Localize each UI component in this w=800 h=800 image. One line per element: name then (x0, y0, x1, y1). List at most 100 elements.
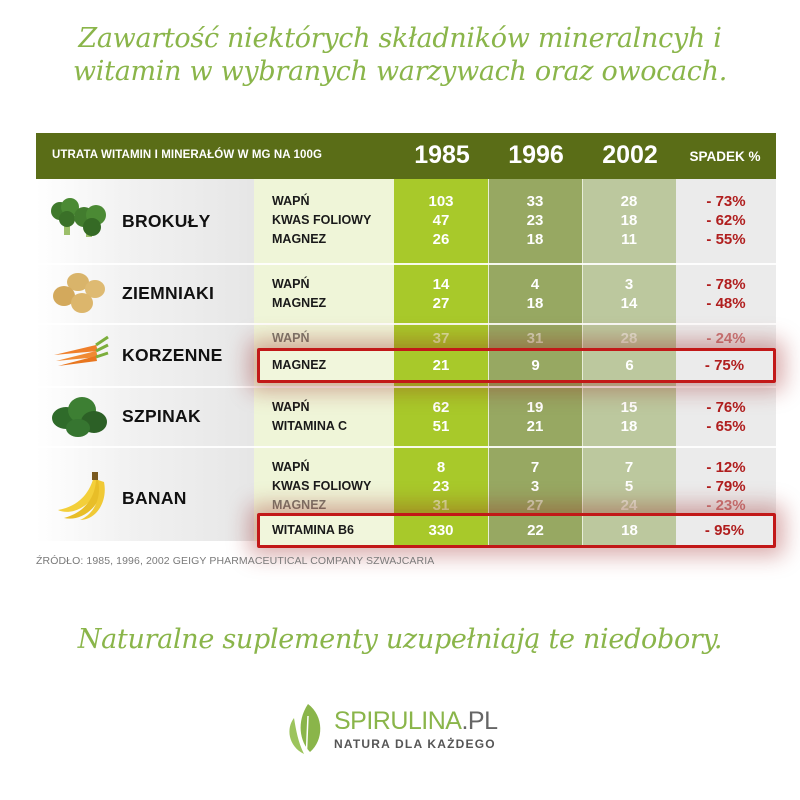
value-1996: 21 (526, 418, 544, 435)
value-1985: 51 (432, 418, 450, 435)
drop-percent: - 24% (706, 330, 746, 347)
nutrient-label: MAGNEZ (272, 498, 327, 512)
nutrient-label: KWAS FOLIOWY (272, 213, 372, 227)
nutrient-loss-table: UTRATA WITAMIN I MINERAŁÓW W MG NA 100G … (36, 133, 776, 548)
source-note: ŹRÓDŁO: 1985, 1996, 2002 GEIGY PHARMACEU… (36, 555, 435, 567)
value-1996: 18 (526, 231, 544, 248)
footer-tagline: Naturalne suplementy uzupełniają te nied… (77, 624, 723, 655)
row-divider (36, 263, 776, 265)
drop-percent: - 95% (676, 516, 773, 545)
nutrient-label: WAPŃ (272, 400, 310, 414)
value-2002: 3 (624, 276, 634, 293)
value-1996: 23 (526, 212, 544, 229)
value-1996: 4 (530, 276, 540, 293)
header-label: UTRATA WITAMIN I MINERAŁÓW W MG NA 100G (52, 149, 323, 161)
value-2002: 28 (620, 330, 638, 347)
value-2002: 11 (621, 231, 637, 248)
nutrient-label: MAGNEZ (260, 351, 394, 380)
title-line-1: Zawartość niektórych składników mineraln… (78, 23, 722, 54)
nutrient-label: KWAS FOLIOWY (272, 479, 372, 493)
potato-icon (53, 273, 105, 313)
drop-percent: - 79% (706, 478, 746, 495)
nutrient-label: WAPŃ (272, 277, 310, 291)
value-1985: 14 (432, 276, 450, 293)
drop-percent: - 76% (706, 399, 746, 416)
nutrient-label: WAPŃ (272, 331, 310, 345)
value-1996: 22 (488, 516, 582, 545)
nutrient-label: WAPŃ (272, 194, 310, 208)
product-name: KORZENNE (122, 345, 223, 365)
spirulina-logo: SPIRULINA.PL NATURA DLA KAŻDEGO (284, 702, 524, 763)
value-1985: 8 (436, 459, 446, 476)
row-divider (36, 446, 776, 448)
value-1985: 21 (394, 351, 488, 380)
value-2002: 7 (624, 459, 634, 476)
drop-percent: - 55% (706, 231, 746, 248)
nutrient-label: WITAMINA C (272, 419, 347, 433)
value-2002: 18 (620, 212, 638, 229)
value-1985: 103 (428, 193, 454, 210)
value-1996: 7 (530, 459, 540, 476)
banana-icon (58, 472, 105, 520)
header-year-1996: 1996 (508, 141, 564, 169)
value-1985: 37 (432, 330, 450, 347)
table-row-brokuly: BROKUŁY WAPŃ KWAS FOLIOWY MAGNEZ 103 47 … (36, 179, 776, 263)
drop-percent: - 75% (676, 351, 773, 380)
value-1985: 47 (432, 212, 450, 229)
drop-percent: - 62% (706, 212, 746, 229)
value-2002: 24 (620, 497, 638, 514)
logo-slogan: NATURA DLA KAŻDEGO (334, 737, 496, 751)
drop-percent: - 73% (706, 193, 746, 210)
product-name: BROKUŁY (122, 211, 211, 231)
nutrient-label: WITAMINA B6 (260, 516, 394, 545)
value-1985: 330 (394, 516, 488, 545)
value-1996: 27 (526, 497, 544, 514)
table-row-banan: BANAN WAPŃ KWAS FOLIOWY MAGNEZ 8 23 31 7… (36, 448, 776, 541)
value-1996: 33 (526, 193, 544, 210)
product-name: ZIEMNIAKI (122, 283, 215, 303)
value-1996: 3 (530, 478, 540, 495)
title-line-2: witamin w wybranych warzywach oraz owoca… (73, 56, 727, 87)
header-year-2002: 2002 (602, 141, 658, 169)
page-title: Zawartość niektórych składników mineraln… (0, 22, 800, 88)
value-1985: 27 (432, 295, 450, 312)
value-1985: 62 (432, 399, 450, 416)
table-row-szpinak: SZPINAK WAPŃ WITAMINA C 62 51 19 21 15 1… (36, 388, 776, 446)
highlight-korzenne-magnez: MAGNEZ 21 9 6 - 75% (257, 348, 776, 383)
value-1996: 18 (526, 295, 544, 312)
value-2002: 5 (624, 478, 634, 495)
row-divider (36, 386, 776, 388)
row-divider (36, 323, 776, 325)
leaf-icon (289, 704, 321, 763)
logo-name: SPIRULINA.PL (334, 707, 498, 735)
value-2002: 14 (620, 295, 638, 312)
nutrient-label: MAGNEZ (272, 296, 327, 310)
nutrient-label: WAPŃ (272, 460, 310, 474)
value-2002: 28 (620, 193, 638, 210)
table-row-ziemniaki: ZIEMNIAKI WAPŃ MAGNEZ 14 27 4 18 3 14 - … (36, 265, 776, 323)
nutrient-label: MAGNEZ (272, 232, 327, 246)
drop-percent: - 48% (706, 295, 746, 312)
highlight-banan-b6: WITAMINA B6 330 22 18 - 95% (257, 513, 776, 548)
value-2002: 18 (582, 516, 676, 545)
value-2002: 18 (620, 418, 638, 435)
value-1996: 9 (488, 351, 582, 380)
value-1985: 26 (432, 231, 450, 248)
broccoli-icon (51, 198, 106, 237)
product-name: BANAN (122, 488, 187, 508)
value-1985: 23 (432, 478, 450, 495)
drop-percent: - 12% (706, 459, 746, 476)
value-2002: 6 (582, 351, 676, 380)
carrot-icon (54, 335, 109, 366)
value-2002: 15 (620, 399, 638, 416)
drop-percent: - 23% (706, 497, 746, 514)
value-1996: 19 (526, 399, 544, 416)
product-name: SZPINAK (122, 406, 201, 426)
drop-percent: - 65% (706, 418, 746, 435)
table-header: UTRATA WITAMIN I MINERAŁÓW W MG NA 100G … (36, 133, 776, 179)
value-1996: 31 (526, 330, 544, 347)
value-1985: 31 (432, 497, 450, 514)
table-body: BROKUŁY WAPŃ KWAS FOLIOWY MAGNEZ 103 47 … (36, 179, 776, 548)
header-year-1985: 1985 (414, 141, 470, 169)
table-row-korzenne: KORZENNE WAPŃ 37 31 28 - 24% (36, 325, 776, 386)
